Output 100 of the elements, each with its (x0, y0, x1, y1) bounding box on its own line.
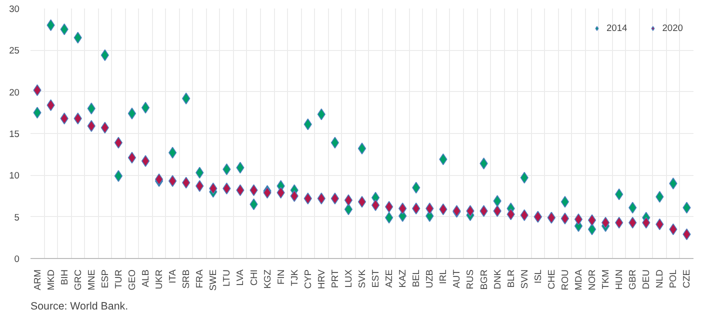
point (304, 192, 312, 204)
point (114, 170, 123, 182)
point (601, 216, 610, 229)
x-tick-label: TKM (600, 269, 611, 290)
point (317, 192, 326, 204)
y-tick-label: 10 (9, 170, 20, 181)
point (60, 112, 68, 124)
x-tick-label: AUT (452, 269, 462, 288)
point (358, 196, 366, 208)
point (493, 205, 502, 217)
point (669, 178, 678, 190)
point (222, 182, 231, 194)
point (330, 136, 340, 149)
x-tick-label: GRC (72, 269, 83, 290)
x-tick-label: GEO (126, 270, 137, 290)
x-tick-label: ITA (168, 268, 178, 284)
point (384, 200, 394, 213)
point (384, 212, 394, 224)
x-tick-label: FIN (276, 269, 286, 285)
point (182, 92, 190, 104)
point (358, 142, 366, 154)
y-tick-label: 5 (14, 212, 20, 222)
x-tick-label: ISL (532, 269, 543, 284)
x-tick-label: LUX (343, 268, 354, 288)
x-tick-label: SWE (208, 270, 218, 291)
x-tick-label: LTU (222, 269, 232, 286)
point (371, 199, 380, 212)
x-tick-label: ALB (140, 269, 151, 288)
x-tick-label: AZE (384, 269, 394, 288)
point (574, 213, 583, 226)
x-tick-label: MNE (86, 269, 96, 290)
x-tick-label: KGZ (262, 269, 272, 289)
legend-label: 2020 (662, 23, 683, 33)
y-tick-label: 25 (9, 46, 20, 56)
x-tick-label: TUR (113, 269, 124, 289)
y-tick-label: 30 (9, 4, 20, 14)
point (128, 152, 136, 164)
point (141, 102, 150, 114)
x-tick-label: PRT (330, 269, 340, 288)
point (290, 190, 298, 202)
x-tick-label: CHE (546, 269, 556, 290)
legend-label: 2014 (606, 23, 628, 33)
x-tick-label: CHI (248, 269, 259, 286)
point (560, 196, 570, 208)
x-tick-label: SVK (357, 268, 367, 288)
x-tick-label: DEU (641, 269, 652, 290)
y-tick-label: 0 (14, 254, 20, 264)
x-tick-label: HUN (614, 269, 624, 290)
x-tick-label: GBR (628, 269, 638, 290)
x-tick-label: HRV (316, 268, 326, 290)
point (128, 108, 136, 120)
point (412, 202, 420, 214)
x-tick-label: IRL (438, 269, 448, 284)
point (209, 182, 218, 194)
point (330, 192, 340, 204)
x-tick-label: MDA (573, 268, 584, 290)
point (466, 205, 474, 217)
y-tick-label: 15 (9, 129, 20, 139)
x-tick-label: MKD (46, 269, 56, 290)
point (168, 175, 177, 187)
x-tick-label: CZE (682, 269, 692, 288)
point (493, 195, 502, 207)
x-tick-label: POL (668, 269, 678, 288)
x-tick-label: DNK (492, 268, 502, 290)
point (588, 223, 596, 236)
x-tick-label: CYP (302, 269, 313, 289)
x-tick-label: ROU (560, 269, 570, 290)
x-tick-label: UZB (424, 269, 435, 288)
x-tick-label: BGR (478, 269, 489, 290)
x-tick-label: LVA (235, 268, 246, 286)
x-tick-label: ARM (32, 269, 42, 290)
x-tick-label: BLR (506, 269, 516, 288)
x-tick-label: RUS (465, 269, 476, 290)
x-tick-label: BEL (411, 269, 422, 288)
x-tick-label: UKR (154, 269, 164, 290)
point (87, 102, 96, 114)
point (344, 194, 353, 206)
point (560, 212, 570, 224)
x-tick-label: TJK (289, 268, 300, 286)
point (87, 120, 96, 132)
point (74, 112, 82, 124)
point (344, 203, 353, 216)
x-tick-label: BIH (59, 269, 70, 286)
point (480, 158, 488, 170)
x-tick-label: NOR (587, 269, 598, 290)
point (426, 202, 434, 214)
point (480, 205, 488, 217)
x-tick-label: NLD (654, 269, 665, 288)
point (196, 180, 204, 192)
x-tick-label: FRA (194, 268, 205, 288)
x-tick-label: KAZ (398, 269, 408, 288)
point (588, 214, 596, 226)
source-note: Source: World Bank. (30, 300, 128, 312)
point (141, 155, 150, 167)
y-tick-label: 20 (9, 87, 20, 98)
x-tick-label: EST (370, 269, 381, 288)
x-tick-label: ESP (100, 269, 110, 288)
x-tick-label: SVN (519, 269, 530, 289)
point (114, 136, 123, 149)
x-tick-label: SRB (181, 269, 192, 289)
